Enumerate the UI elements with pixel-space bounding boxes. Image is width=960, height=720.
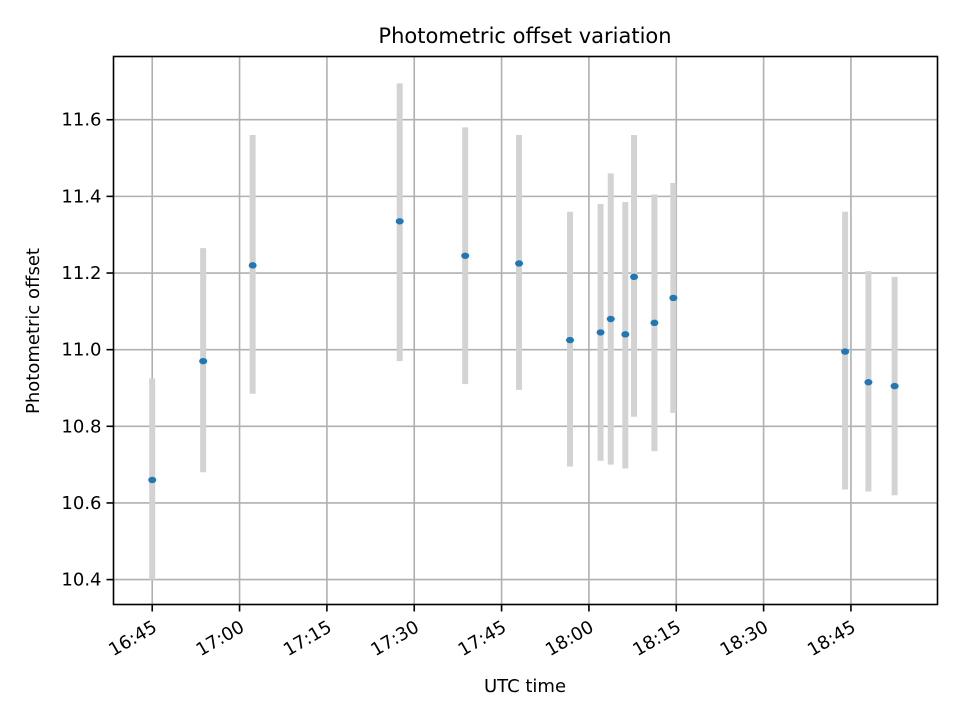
data-point <box>621 331 630 338</box>
y-tick-label: 10.4 <box>61 570 101 591</box>
y-axis-label: Photometric offset <box>23 248 44 414</box>
data-point <box>596 329 605 336</box>
data-point <box>669 294 678 302</box>
y-tick-label: 10.6 <box>61 493 101 514</box>
x-axis-label: UTC time <box>484 676 566 697</box>
data-point <box>841 348 850 355</box>
y-tick-label: 11.6 <box>61 110 101 131</box>
data-point <box>395 218 404 225</box>
data-point <box>606 315 615 323</box>
data-point <box>565 336 574 344</box>
data-point <box>630 273 639 281</box>
y-tick-label: 10.8 <box>61 416 101 437</box>
data-point <box>650 319 659 327</box>
data-point <box>199 357 208 365</box>
plot-frame <box>112 55 939 606</box>
data-point <box>515 260 524 267</box>
data-point <box>461 252 470 259</box>
y-tick-label: 11.4 <box>61 186 101 207</box>
data-point <box>248 262 257 269</box>
data-point <box>148 476 157 484</box>
data-point <box>864 379 873 386</box>
grid-lines <box>113 56 938 605</box>
y-axis-ticks: 10.4 10.6 10.8 11.0 11.2 11.4 11.6 <box>61 110 114 591</box>
data-point <box>890 382 899 390</box>
chart-title: Photometric offset variation <box>378 24 671 48</box>
y-tick-label: 11.0 <box>61 340 101 361</box>
y-tick-label: 11.2 <box>61 263 101 284</box>
data-points <box>148 218 899 484</box>
